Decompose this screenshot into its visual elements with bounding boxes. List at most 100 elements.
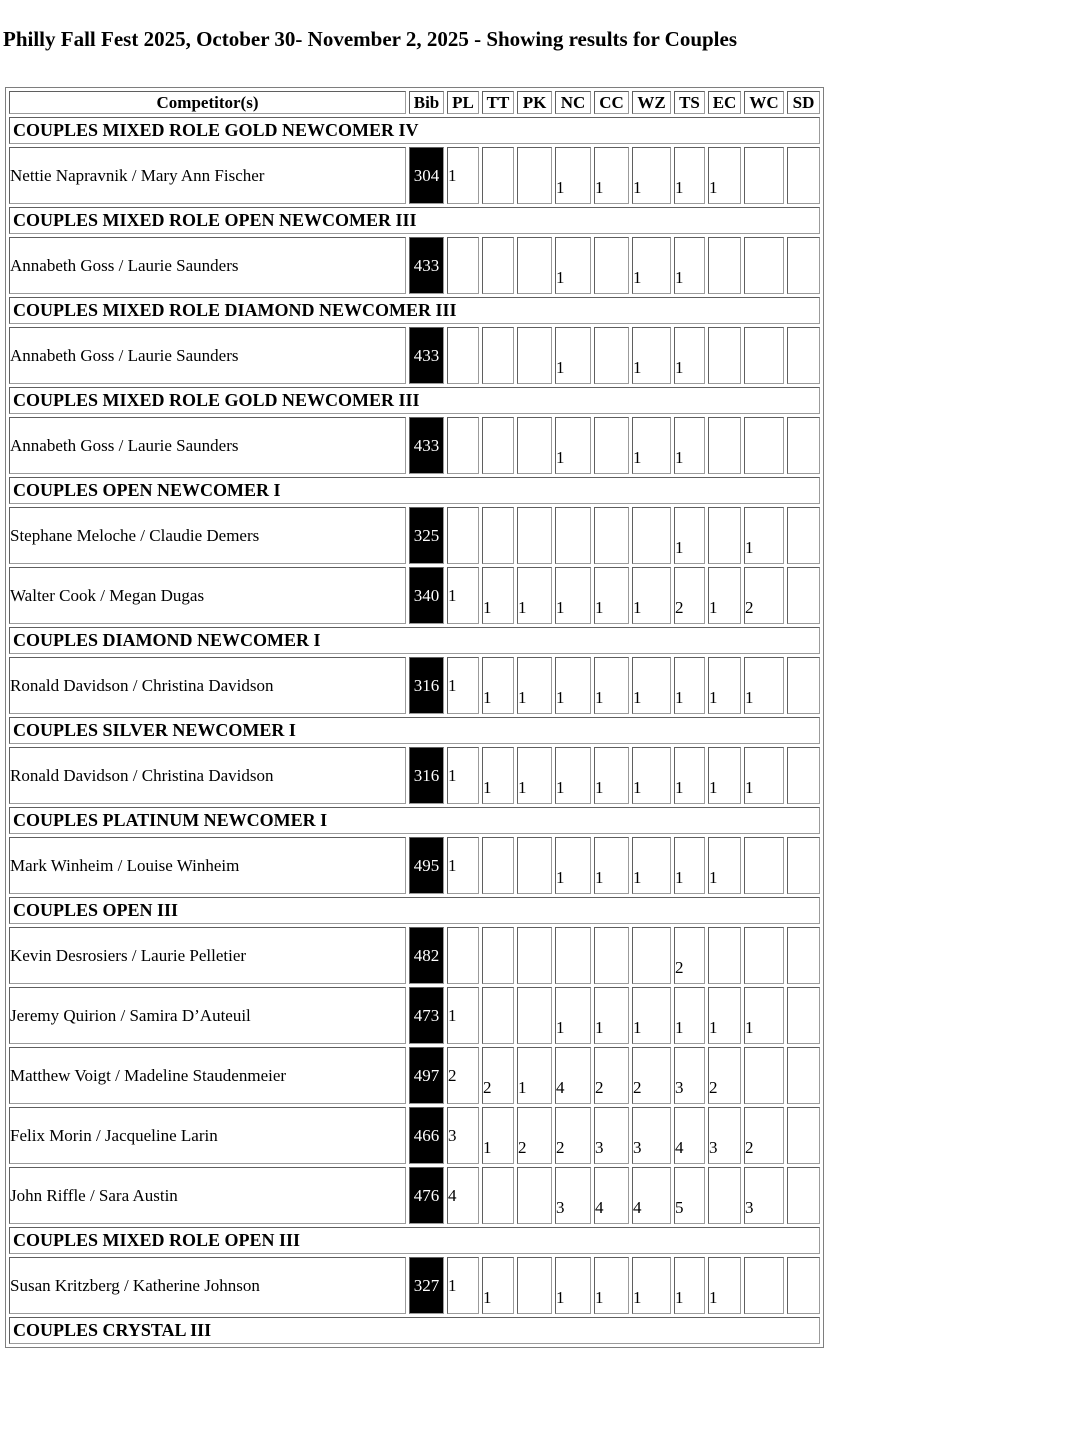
- column-header-nc: NC: [555, 91, 591, 114]
- bib-number: 495: [409, 837, 444, 894]
- score-cell-nc: 3: [555, 1167, 591, 1224]
- score-value: 1: [675, 687, 684, 707]
- score-value: 1: [483, 687, 492, 707]
- score-value: 1: [483, 1137, 492, 1157]
- score-value: 1: [556, 1287, 565, 1307]
- score-value: 1: [709, 177, 718, 197]
- score-cell-pk: [517, 147, 552, 204]
- score-cell-wz: 1: [632, 567, 671, 624]
- score-cell-pk: [517, 507, 552, 564]
- category-row: COUPLES MIXED ROLE DIAMOND NEWCOMER III: [9, 297, 820, 324]
- score-cell-ts: 1: [674, 327, 705, 384]
- score-cell-ec: 2: [708, 1047, 741, 1104]
- score-cell-ts: 2: [674, 927, 705, 984]
- score-value: 1: [675, 1017, 684, 1037]
- score-cell-wc: 1: [744, 747, 784, 804]
- score-cell-tt: 1: [482, 1257, 514, 1314]
- score-value: 1: [675, 267, 684, 287]
- score-cell-nc: 1: [555, 417, 591, 474]
- place-cell: [447, 237, 479, 294]
- score-cell-pk: [517, 837, 552, 894]
- score-value: 4: [675, 1137, 684, 1157]
- score-value: 2: [483, 1077, 492, 1097]
- competitor-name: Annabeth Goss / Laurie Saunders: [9, 237, 406, 294]
- score-value: 1: [595, 777, 604, 797]
- score-value: 1: [595, 687, 604, 707]
- competitor-row: Ronald Davidson / Christina Davidson 316 1…: [9, 657, 820, 714]
- place-cell: 1: [447, 987, 479, 1044]
- score-value: 1: [675, 1287, 684, 1307]
- score-cell-ts: 1: [674, 237, 705, 294]
- score-cell-wz: 1: [632, 237, 671, 294]
- score-cell-wz: 1: [632, 327, 671, 384]
- score-cell-sd: [787, 1167, 820, 1224]
- score-cell-pk: 1: [517, 1047, 552, 1104]
- category-title: COUPLES MIXED ROLE GOLD NEWCOMER IV: [9, 117, 820, 144]
- score-value: 1: [633, 687, 642, 707]
- column-header-cc: CC: [594, 91, 629, 114]
- score-cell-ts: 1: [674, 987, 705, 1044]
- score-cell-wc: [744, 1257, 784, 1314]
- score-cell-nc: 1: [555, 837, 591, 894]
- score-value: 2: [745, 1137, 754, 1157]
- bib-number: 476: [409, 1167, 444, 1224]
- bib-number: 325: [409, 507, 444, 564]
- score-value: 1: [745, 777, 754, 797]
- competitor-row: Nettie Napravnik / Mary Ann Fischer 304 1 1…: [9, 147, 820, 204]
- score-cell-pk: [517, 237, 552, 294]
- column-header-ec: EC: [708, 91, 741, 114]
- competitor-row: Mark Winheim / Louise Winheim 495 1 1 1 1 1 1: [9, 837, 820, 894]
- score-value: 5: [675, 1197, 684, 1217]
- category-title: COUPLES MIXED ROLE OPEN NEWCOMER III: [9, 207, 820, 234]
- score-value: 1: [556, 597, 565, 617]
- score-cell-cc: [594, 327, 629, 384]
- score-cell-sd: [787, 747, 820, 804]
- score-cell-tt: 1: [482, 1107, 514, 1164]
- score-cell-ec: 1: [708, 837, 741, 894]
- score-value: 1: [633, 177, 642, 197]
- score-cell-ec: 1: [708, 147, 741, 204]
- score-value: 1: [675, 357, 684, 377]
- page-title: Philly Fall Fest 2025, October 30- Novem…: [3, 27, 738, 51]
- score-cell-ts: 1: [674, 747, 705, 804]
- category-title: COUPLES SILVER NEWCOMER I: [9, 717, 820, 744]
- score-value: 1: [675, 537, 684, 557]
- score-value: 1: [518, 1077, 527, 1097]
- score-cell-wz: 1: [632, 417, 671, 474]
- category-row: COUPLES OPEN NEWCOMER I: [9, 477, 820, 504]
- score-cell-cc: 2: [594, 1047, 629, 1104]
- place-cell: [447, 417, 479, 474]
- score-cell-wc: 2: [744, 567, 784, 624]
- score-cell-cc: 1: [594, 147, 629, 204]
- score-cell-ec: [708, 417, 741, 474]
- category-title: COUPLES OPEN NEWCOMER I: [9, 477, 820, 504]
- score-value: 1: [483, 777, 492, 797]
- score-cell-ts: 1: [674, 1257, 705, 1314]
- competitor-row: Susan Kritzberg / Katherine Johnson 327 1 1…: [9, 1257, 820, 1314]
- score-value: 4: [633, 1197, 642, 1217]
- score-cell-ec: [708, 927, 741, 984]
- score-cell-wz: [632, 927, 671, 984]
- score-cell-sd: [787, 1257, 820, 1314]
- bib-number: 340: [409, 567, 444, 624]
- category-row: COUPLES MIXED ROLE GOLD NEWCOMER IV: [9, 117, 820, 144]
- category-row: COUPLES SILVER NEWCOMER I: [9, 717, 820, 744]
- score-cell-ts: 1: [674, 657, 705, 714]
- score-cell-wc: 1: [744, 657, 784, 714]
- category-title: COUPLES DIAMOND NEWCOMER I: [9, 627, 820, 654]
- bib-number: 433: [409, 417, 444, 474]
- score-cell-wc: 3: [744, 1167, 784, 1224]
- score-value: 1: [675, 177, 684, 197]
- category-row: COUPLES OPEN III: [9, 897, 820, 924]
- score-value: 2: [745, 597, 754, 617]
- score-cell-nc: 1: [555, 237, 591, 294]
- competitor-row: Matthew Voigt / Madeline Staudenmeier 497…: [9, 1047, 820, 1104]
- score-value: 1: [556, 267, 565, 287]
- score-value: 1: [633, 357, 642, 377]
- score-value: 1: [556, 447, 565, 467]
- column-header-row: Competitor(s) Bib PL TT PK NC CC WZ TS EC WC SD: [9, 91, 820, 114]
- place-cell: 1: [447, 1257, 479, 1314]
- competitor-row: Annabeth Goss / Laurie Saunders 433 1 1 1: [9, 237, 820, 294]
- score-cell-nc: 1: [555, 327, 591, 384]
- score-cell-tt: [482, 837, 514, 894]
